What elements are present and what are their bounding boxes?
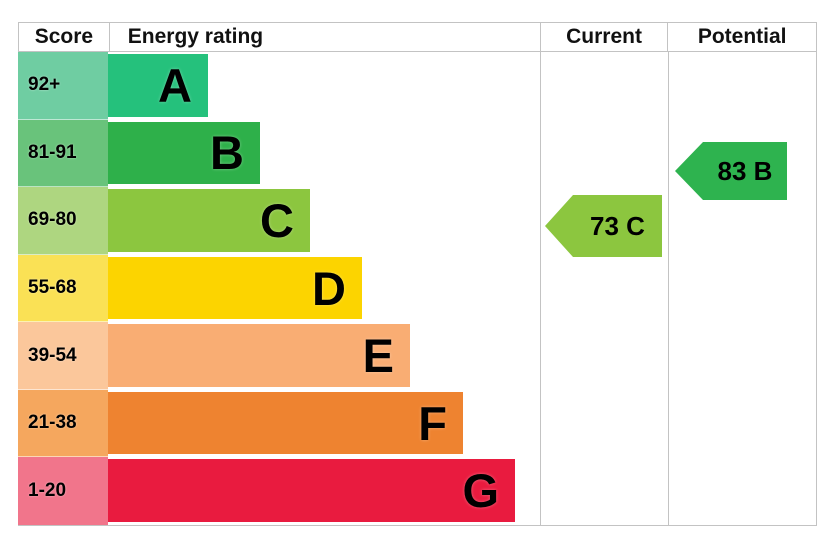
band-row-b: 81-91 B	[18, 119, 816, 188]
score-range-cell: 21-38	[18, 389, 108, 458]
potential-rating-label: 83 B	[717, 155, 773, 186]
column-header-current: Current	[539, 23, 668, 51]
rating-letter: C	[260, 193, 294, 247]
rating-bar-a: A	[108, 54, 208, 117]
band-row-f: 21-38 F	[18, 389, 816, 458]
column-header-energy-rating: Energy rating	[108, 23, 540, 51]
column-header-potential: Potential	[667, 23, 816, 51]
current-rating-label: 73 C	[590, 210, 645, 241]
epc-table: Score Energy rating Current Potential 92…	[18, 22, 817, 526]
rating-bar-f: F	[108, 391, 463, 455]
column-header-score: Score	[34, 25, 94, 48]
score-range-cell: 69-80	[18, 187, 108, 255]
rating-letter: D	[312, 261, 346, 315]
current-column-divider	[540, 52, 541, 525]
epc-body: 92+ A 81-91 B 69-80 C 55-68 D	[18, 52, 817, 526]
band-row-d: 55-68 D	[18, 254, 816, 323]
band-row-c: 69-80 C	[18, 187, 816, 255]
rating-letter: G	[462, 464, 499, 518]
rating-letter: A	[158, 58, 192, 112]
rating-bar-c: C	[108, 189, 310, 252]
rating-bar-b: B	[108, 121, 260, 185]
score-range-cell: 55-68	[18, 254, 108, 323]
potential-column-divider	[668, 52, 669, 525]
rating-bar-g: G	[108, 459, 515, 523]
band-row-e: 39-54 E	[18, 322, 816, 390]
band-row-g: 1-20 G	[18, 457, 816, 526]
rating-letter: E	[362, 329, 394, 383]
score-range-cell: 81-91	[18, 119, 108, 188]
band-row-a: 92+ A	[18, 52, 816, 120]
rating-bar-e: E	[108, 324, 410, 387]
rating-bar-d: D	[108, 256, 362, 320]
potential-rating-arrow: 83 B	[675, 142, 787, 200]
score-range-cell: 1-20	[18, 457, 108, 526]
score-range-cell: 92+	[18, 52, 108, 120]
rating-letter: B	[210, 126, 244, 180]
epc-header-row: Score Energy rating Current Potential	[18, 22, 817, 52]
score-range-cell: 39-54	[18, 322, 108, 390]
current-rating-arrow: 73 C	[545, 195, 662, 257]
rating-letter: F	[418, 396, 447, 450]
